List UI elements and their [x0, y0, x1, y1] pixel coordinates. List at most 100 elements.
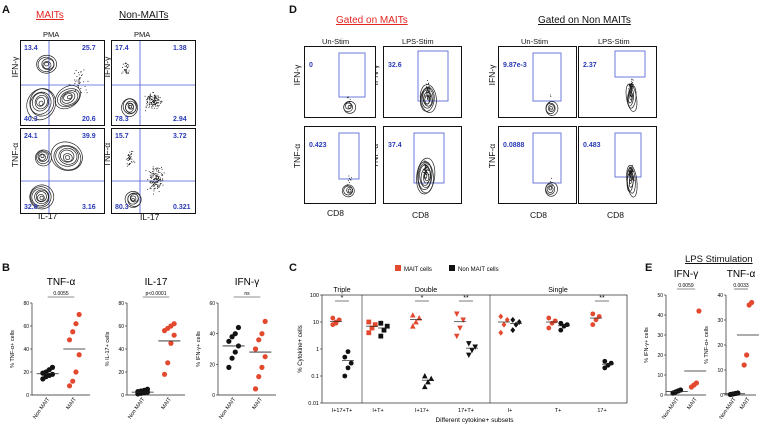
event-dot [129, 162, 131, 164]
event-dot [632, 79, 634, 81]
data-point [226, 364, 232, 370]
event-dot [149, 177, 151, 179]
data-point [410, 323, 416, 329]
y-tick-label: 20 [209, 362, 215, 368]
event-dot [125, 65, 127, 67]
event-dot [153, 101, 155, 103]
event-dot [150, 95, 152, 97]
event-dot [78, 85, 80, 87]
event-dot [151, 107, 153, 109]
panel-e-letter: E [645, 262, 653, 274]
contour-line [627, 85, 637, 109]
gate-value: 0.483 [583, 142, 601, 149]
event-dot [129, 156, 131, 158]
data-point [232, 331, 238, 337]
event-dot [149, 103, 151, 105]
event-dot [80, 87, 82, 89]
contour-line [420, 167, 431, 186]
contour-line [628, 91, 633, 104]
gate-value: 0 [309, 62, 313, 69]
event-dot [154, 96, 156, 98]
contour-line [421, 87, 434, 109]
event-dot [68, 84, 70, 86]
contour-line [34, 94, 48, 110]
gate-rect [413, 132, 445, 184]
data-point [602, 365, 608, 371]
flow-plot-canvas: 0.0888 [503, 132, 562, 197]
event-dot [153, 190, 155, 192]
data-point [454, 311, 460, 317]
contour-line [35, 149, 52, 167]
data-point [558, 327, 564, 333]
x-category-label: T+ [555, 408, 562, 414]
event-dot [154, 98, 156, 100]
event-dot [148, 98, 150, 100]
data-point [466, 352, 472, 358]
event-dot [426, 166, 428, 168]
contour-line [419, 84, 437, 113]
x-category-label: MAIT [252, 396, 265, 411]
event-dot [152, 179, 154, 181]
x-category-label: Non MAIT [32, 396, 51, 420]
panel-d-xlabel-4: CD8 [607, 210, 625, 220]
contour-line [59, 90, 79, 106]
event-dot [157, 102, 159, 104]
data-point [262, 354, 268, 360]
event-dot [128, 163, 130, 165]
event-dot [153, 100, 155, 102]
contour-line [627, 89, 635, 107]
event-dot [154, 168, 156, 170]
event-dot [550, 96, 552, 98]
event-dot [156, 175, 158, 177]
event-dot [152, 167, 154, 169]
y-tick-label: 40 [717, 293, 723, 299]
data-point [564, 322, 570, 328]
event-dot [156, 98, 158, 100]
quadrant-value: 39.9 [82, 133, 96, 140]
quadrant-value: 80.3 [115, 204, 129, 211]
y-tick-label: 30 [717, 318, 723, 324]
data-point [366, 330, 372, 336]
event-dot [424, 169, 426, 171]
event-dot [163, 172, 165, 174]
contour-line [343, 101, 357, 114]
event-dot [156, 168, 158, 170]
event-dot [130, 156, 132, 158]
y-tick-label: 40 [657, 313, 663, 319]
event-dot [162, 184, 164, 186]
contour-line [63, 93, 73, 102]
y-tick-label: 60 [118, 324, 124, 330]
data-point [596, 314, 602, 319]
event-dot [78, 72, 80, 74]
event-dot [156, 181, 158, 183]
event-dot [127, 164, 129, 166]
event-dot [80, 71, 82, 73]
event-dot [149, 93, 151, 95]
event-dot [153, 98, 155, 100]
panel-d-plot-nonmait-unstim-tnfa: 0.0888 [498, 126, 577, 204]
gate-rect [614, 50, 646, 78]
event-dot [150, 182, 152, 184]
event-dot [75, 80, 77, 82]
x-category-label: Non MAIT [218, 396, 237, 420]
event-dot [150, 181, 152, 183]
event-dot [426, 92, 428, 94]
data-point [504, 316, 510, 323]
event-dot [160, 180, 162, 182]
contour-line [343, 185, 354, 196]
gate-value: 32.6 [388, 62, 402, 69]
event-dot [122, 71, 124, 73]
data-point [232, 349, 238, 355]
dot-plot: TNF-α 0 20 40 60 80 % TNF-α+ cells Non MAIT MAIT… [10, 277, 90, 420]
y-axis-label: % TNF-α+ cells [10, 330, 16, 368]
contour-line [626, 164, 638, 198]
event-dot [152, 184, 154, 186]
y-tick-label: 50 [657, 293, 663, 299]
panel-a-plot-nonmait-ifng: 17.4 1.38 78.3 2.94 [111, 40, 196, 126]
event-dot [145, 107, 147, 109]
flow-plot-canvas: 2.37 [583, 50, 646, 112]
flow-plot-canvas: 9.87e-3 [503, 52, 562, 116]
event-dot [156, 181, 158, 183]
data-point [168, 340, 174, 346]
